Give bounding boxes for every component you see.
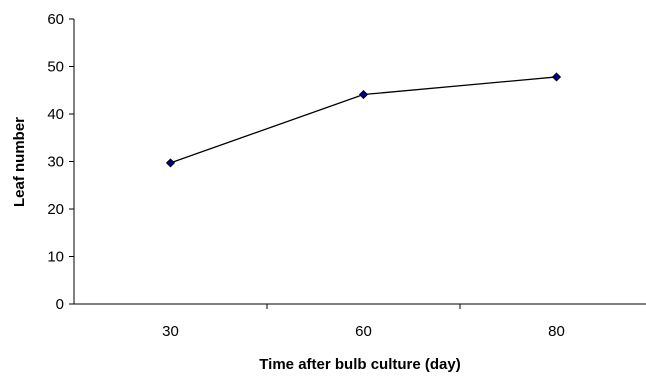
y-tick-label: 0	[56, 296, 64, 313]
y-axis-title: Leaf number	[11, 117, 28, 207]
x-axis-title: Time after bulb culture (day)	[259, 356, 460, 373]
series-layer	[165, 72, 562, 168]
data-point-marker	[358, 89, 369, 100]
y-tick-label: 40	[47, 106, 64, 123]
series-line	[170, 76, 557, 164]
x-axis-ticks: 30 60 80	[162, 304, 565, 340]
y-tick-label: 20	[47, 201, 64, 218]
x-tick-label: 30	[162, 323, 179, 340]
x-tick-label: 60	[355, 323, 372, 340]
y-tick-label: 10	[47, 249, 64, 266]
y-tick-label: 50	[47, 59, 64, 76]
data-point-marker	[165, 158, 176, 168]
y-axis-ticks: 0 10 20 30 40 50 60	[47, 11, 74, 313]
axes	[73, 19, 646, 305]
y-tick-label: 60	[47, 11, 64, 28]
x-tick-label: 80	[548, 323, 565, 340]
y-tick-label: 30	[47, 154, 64, 171]
data-point-marker	[551, 72, 562, 82]
